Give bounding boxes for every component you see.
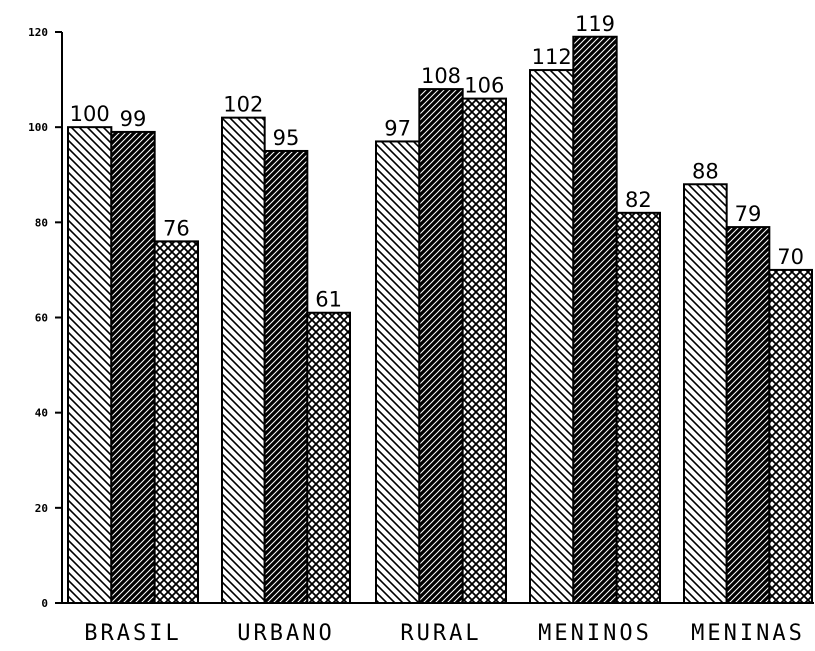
data-label: 100 — [70, 102, 110, 126]
data-label: 82 — [625, 188, 652, 212]
bar-urbano-series-2 — [263, 149, 309, 604]
data-label: 102 — [223, 93, 263, 117]
bar-meninas-series-3 — [768, 268, 813, 604]
data-label: 76 — [163, 216, 190, 240]
bar-meninos-series-1 — [529, 69, 575, 605]
bar-rural-series-1 — [375, 140, 421, 604]
data-label: 70 — [777, 245, 804, 269]
bar-rural-series-2 — [418, 88, 464, 605]
x-category-label: URBANO — [237, 621, 334, 646]
bar-meninos-series-2 — [572, 35, 618, 604]
y-tick-label: 0 — [41, 597, 48, 610]
x-category-label: MENINOS — [538, 621, 652, 646]
data-label: 119 — [575, 12, 615, 36]
y-tick-label: 100 — [28, 121, 48, 134]
y-tick-label: 20 — [35, 502, 48, 515]
bar-brasil-series-1 — [67, 126, 113, 605]
bar-rural-series-3 — [461, 97, 507, 604]
y-tick-label: 40 — [35, 407, 48, 420]
y-tick-label: 60 — [35, 312, 48, 325]
data-label: 112 — [532, 45, 572, 69]
data-label: 108 — [421, 64, 461, 88]
bars-group — [67, 35, 813, 605]
data-label: 79 — [735, 202, 762, 226]
bar-meninas-series-2 — [725, 226, 771, 604]
data-label: 97 — [384, 116, 411, 140]
x-category-label: RURAL — [400, 621, 481, 646]
data-label: 106 — [464, 74, 504, 98]
bar-urbano-series-3 — [306, 311, 352, 604]
y-tick-label: 80 — [35, 216, 48, 229]
labels-group: 100 99 76 BRASIL 102 95 61 URBANO 97 108 106 RURAL 1… — [70, 12, 805, 646]
bar-brasil-series-3 — [153, 240, 200, 604]
data-label: 88 — [692, 159, 719, 183]
bar-urbano-series-1 — [221, 116, 266, 605]
data-label: 99 — [120, 107, 147, 131]
data-label: 61 — [315, 288, 342, 312]
bar-meninas-series-1 — [683, 183, 728, 604]
bar-brasil-series-2 — [110, 130, 156, 605]
data-label: 95 — [273, 126, 300, 150]
x-category-label: BRASIL — [84, 621, 181, 646]
bar-meninos-series-3 — [615, 211, 662, 604]
y-tick-label: 120 — [28, 26, 48, 39]
x-category-label: MENINAS — [691, 621, 805, 646]
